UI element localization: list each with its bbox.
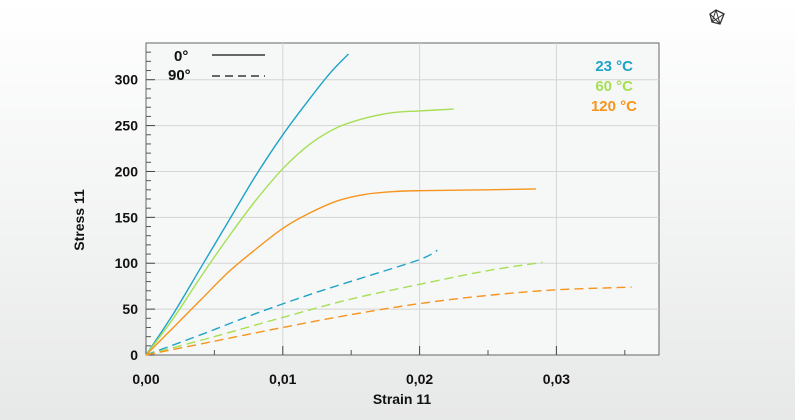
plot-area [145, 42, 660, 356]
y-tick-label: 100 [115, 255, 139, 271]
legend-60c: 60 °C [595, 78, 633, 95]
x-tick-label: 0,03 [543, 371, 570, 387]
mesh-logo-icon [709, 9, 725, 25]
series-line-1-solid [145, 108, 454, 356]
legend-23c: 23 °C [595, 58, 633, 75]
x-tick-label: 0,00 [132, 371, 159, 387]
x-axis-title: Strain 11 [373, 391, 432, 407]
legend-label-0deg: 0° [174, 48, 188, 65]
y-tick-label: 50 [122, 301, 138, 317]
y-tick-label: 0 [130, 347, 138, 363]
series-line-2-solid [145, 188, 536, 356]
y-tick-label: 200 [115, 163, 139, 179]
legend-label-90deg: 90° [168, 67, 191, 84]
data-series [145, 53, 632, 356]
axis-ticks: 0 50 100 150 200 250 300 0,00 0,01 0,02 0,03 [115, 51, 626, 387]
temperature-legend: 23 °C 60 °C 120 °C [591, 58, 637, 115]
legend-120c: 120 °C [591, 98, 637, 115]
x-tick-label: 0,02 [406, 371, 433, 387]
y-axis-title: Stress 11 [71, 189, 87, 251]
x-tick-label: 0,01 [269, 371, 296, 387]
series-line-3-dashed [145, 249, 438, 356]
y-tick-label: 300 [115, 72, 139, 88]
style-legend: 0° 90° [168, 48, 265, 84]
y-tick-label: 150 [115, 209, 139, 225]
series-line-4-dashed [145, 261, 543, 356]
series-line-5-dashed [145, 286, 632, 356]
series-line-0-solid [145, 53, 350, 356]
y-tick-label: 250 [115, 118, 139, 134]
